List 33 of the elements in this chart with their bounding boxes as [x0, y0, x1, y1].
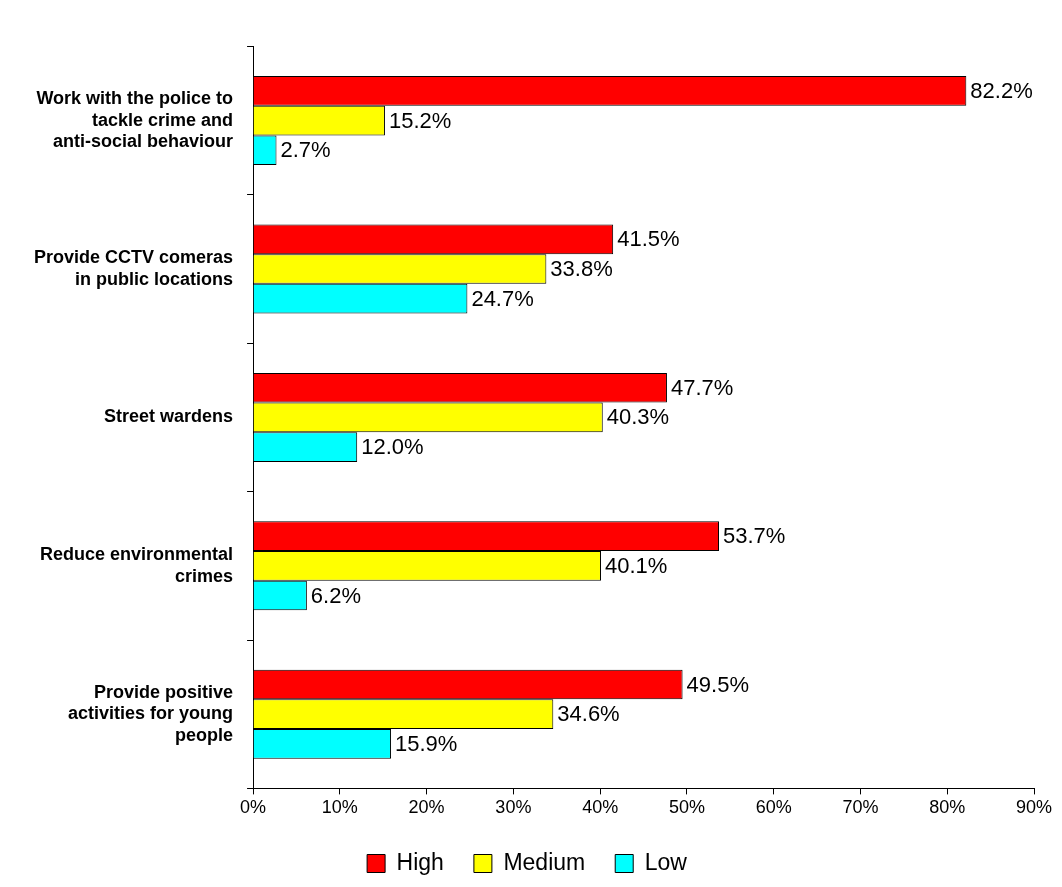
data-label: 33.8% — [550, 256, 613, 282]
data-label: 47.7% — [670, 374, 734, 400]
x-tick-label: 80% — [929, 797, 966, 818]
x-tick-label: 50% — [668, 797, 705, 818]
y-tick-label: Reduce environmental crimes — [40, 543, 234, 586]
x-tick-label: 0% — [240, 797, 267, 818]
data-label: 49.5% — [686, 671, 749, 697]
data-label: 34.6% — [557, 701, 620, 727]
x-tick-label: 30% — [495, 797, 532, 818]
x-tick-label: 10% — [321, 797, 358, 818]
y-tick-label: Provide positive activities for young people — [68, 681, 234, 745]
legend-label: Medium — [503, 848, 586, 875]
x-tick-label: 90% — [1015, 797, 1053, 818]
y-tick-label: Provide CCTV comeras in public locations — [33, 247, 234, 289]
data-label: 40.1% — [605, 552, 668, 578]
data-label: 82.2% — [970, 77, 1033, 103]
x-tick-label: 70% — [842, 797, 879, 818]
x-tick-label: 20% — [408, 797, 445, 818]
y-tick-label: Work with the police to tackle crime and anti-social behaviour — [36, 87, 234, 152]
legend-label: High — [396, 848, 444, 875]
data-label: 15.2% — [388, 107, 452, 133]
x-tick-label: 40% — [582, 797, 619, 818]
data-label: 24.7% — [471, 285, 534, 311]
data-label: 2.7% — [280, 137, 331, 163]
data-label: 12.0% — [361, 434, 424, 460]
y-tick-label: Street wardens — [104, 406, 234, 427]
data-label: 40.3% — [606, 404, 670, 430]
data-label: 6.2% — [310, 582, 362, 608]
data-label: 53.7% — [723, 523, 786, 549]
data-label: 41.5% — [617, 226, 680, 252]
x-tick-label: 60% — [755, 797, 792, 818]
data-label: 15.9% — [395, 730, 458, 756]
legend-label: Low — [644, 848, 688, 875]
